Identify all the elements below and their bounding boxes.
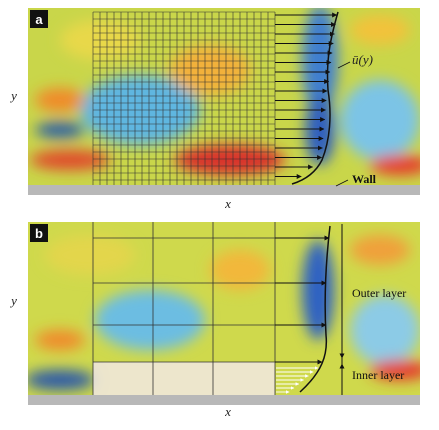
wall-b bbox=[28, 395, 420, 405]
panel-tag: a bbox=[35, 12, 43, 27]
flow-field-a bbox=[28, 8, 420, 185]
velocity-arrows-a bbox=[275, 12, 338, 179]
panel-tag: b bbox=[35, 226, 43, 241]
wall-label: Wall bbox=[352, 172, 377, 186]
y-axis-label: y bbox=[9, 88, 17, 103]
wall-a bbox=[28, 185, 420, 195]
panel-tag-box bbox=[30, 10, 48, 28]
inner-layer-label: Inner layer bbox=[352, 368, 404, 382]
leader-line bbox=[337, 61, 351, 69]
coarse-grid bbox=[92, 222, 276, 395]
velocity-arrows-b bbox=[275, 235, 330, 394]
velocity-profile bbox=[291, 11, 339, 185]
x-axis-label: x bbox=[224, 196, 231, 211]
leader-line bbox=[335, 179, 349, 187]
fine-grid bbox=[92, 11, 276, 185]
y-axis-label: y bbox=[9, 293, 17, 308]
profile-label: ū(y) bbox=[352, 52, 373, 67]
panel-tag-box bbox=[30, 224, 48, 242]
outer-layer-label: Outer layer bbox=[352, 286, 406, 300]
velocity-profile bbox=[299, 225, 331, 393]
x-axis-label: x bbox=[224, 404, 231, 419]
